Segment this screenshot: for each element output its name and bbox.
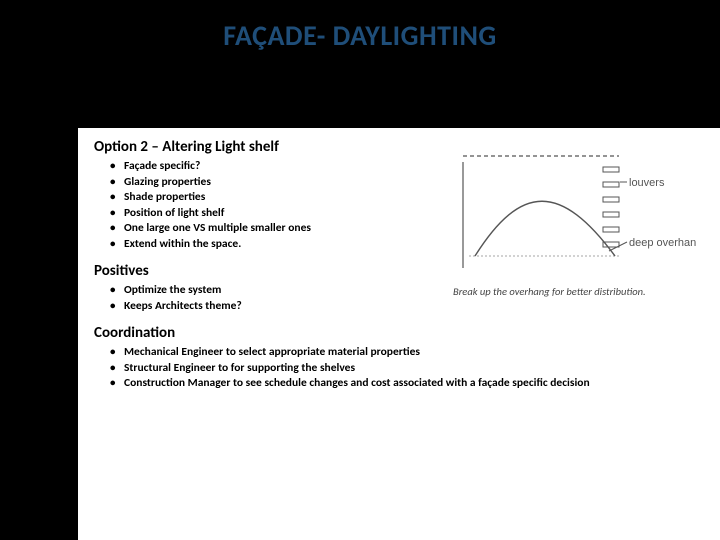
positives-header: Positives — [94, 262, 421, 280]
list-item: Position of light shelf — [110, 206, 421, 222]
list-item: Façade specific? — [110, 159, 421, 175]
top-row: Option 2 – Altering Light shelf Façade s… — [94, 138, 700, 324]
list-item: Structural Engineer to for supporting th… — [110, 361, 700, 377]
light-distribution-diagram: louvers deep overhang — [451, 138, 696, 283]
slide-title: FAÇADE- DAYLIGHTING — [0, 18, 720, 53]
option-section: Option 2 – Altering Light shelf Façade s… — [94, 138, 421, 324]
diagram-caption: Break up the overhang for better distrib… — [451, 285, 696, 298]
coordination-list: Mechanical Engineer to select appropriat… — [94, 345, 700, 392]
positives-list: Optimize the system Keeps Architects the… — [94, 283, 421, 314]
louvers-label: louvers — [629, 177, 665, 189]
list-item: Glazing properties — [110, 175, 421, 191]
diagram: louvers deep overhang Break up the overh… — [451, 138, 696, 298]
list-item: Shade properties — [110, 190, 421, 206]
option-header: Option 2 – Altering Light shelf — [94, 138, 421, 156]
deep-overhang-label: deep overhang — [629, 237, 696, 249]
list-item: One large one VS multiple smaller ones — [110, 221, 421, 237]
list-item: Construction Manager to see schedule cha… — [110, 376, 700, 392]
content-panel: Option 2 – Altering Light shelf Façade s… — [78, 128, 720, 540]
option-list: Façade specific? Glazing properties Shad… — [94, 159, 421, 252]
list-item: Mechanical Engineer to select appropriat… — [110, 345, 700, 361]
list-item: Keeps Architects theme? — [110, 299, 421, 315]
list-item: Optimize the system — [110, 283, 421, 299]
coordination-header: Coordination — [94, 324, 700, 342]
list-item: Extend within the space. — [110, 237, 421, 253]
